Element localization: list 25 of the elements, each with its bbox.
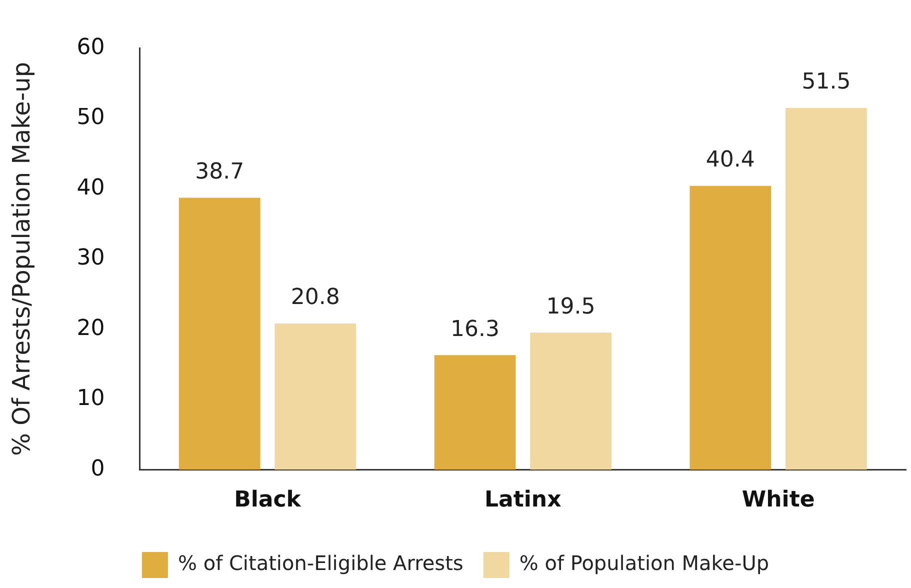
y-tick-label: 40	[76, 175, 105, 200]
bar	[274, 324, 356, 470]
y-tick-label: 20	[76, 316, 105, 341]
bar	[690, 186, 772, 470]
data-label: 40.4	[706, 148, 755, 173]
y-axis-title: % Of Arrests/Population Make-up	[8, 62, 36, 456]
x-tick-label: White	[742, 488, 815, 513]
legend-label: % of Citation-Eligible Arrests	[178, 551, 464, 576]
x-tick-label: Black	[234, 488, 302, 513]
y-tick-label: 30	[76, 246, 105, 271]
bar	[530, 332, 612, 470]
y-tick-label: 10	[76, 386, 105, 412]
bar	[434, 355, 516, 470]
bar	[785, 108, 867, 470]
x-tick-label: Latinx	[484, 488, 562, 513]
data-label: 51.5	[802, 70, 851, 95]
y-tick-label: 0	[90, 456, 105, 482]
data-label: 16.3	[450, 316, 500, 342]
y-tick-label: 60	[76, 34, 105, 60]
legend-label: % of Population Make-Up	[519, 551, 770, 576]
data-label: 19.5	[546, 294, 596, 320]
bar	[178, 198, 260, 470]
y-tick-label: 50	[76, 105, 105, 130]
data-label: 20.8	[290, 285, 340, 310]
data-label: 38.7	[195, 160, 244, 185]
